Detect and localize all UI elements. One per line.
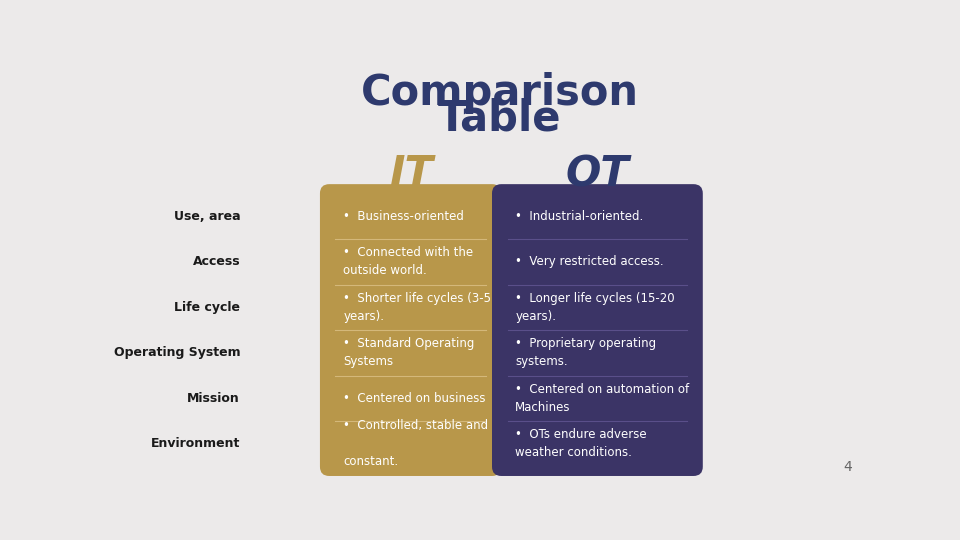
Text: Use, area: Use, area [174,210,240,222]
Text: Table: Table [438,98,562,140]
Text: OT: OT [565,153,629,195]
Text: •  Proprietary operating
systems.: • Proprietary operating systems. [516,338,657,368]
Text: Access: Access [193,255,240,268]
Text: IT: IT [389,153,433,195]
Text: Mission: Mission [187,392,240,405]
Text: •  Standard Operating
Systems: • Standard Operating Systems [344,338,474,368]
Text: Life cycle: Life cycle [174,301,240,314]
Text: •  Centered on business: • Centered on business [344,392,486,405]
Text: •  Longer life cycles (15-20
years).: • Longer life cycles (15-20 years). [516,292,675,323]
Text: Operating System: Operating System [113,346,240,359]
Text: •  Connected with the
outside world.: • Connected with the outside world. [344,246,473,277]
FancyBboxPatch shape [492,184,703,476]
Text: •  OTs endure adverse
weather conditions.: • OTs endure adverse weather conditions. [516,428,647,460]
Text: •  Shorter life cycles (3-5
years).: • Shorter life cycles (3-5 years). [344,292,492,323]
Text: •  Business-oriented: • Business-oriented [344,210,464,222]
Text: •  Controlled, stable and

constant.: • Controlled, stable and constant. [344,420,489,469]
Text: Comparison: Comparison [361,72,638,114]
Text: 4: 4 [844,461,852,475]
Text: •  Centered on automation of
Machines: • Centered on automation of Machines [516,383,689,414]
Text: •  Industrial-oriented.: • Industrial-oriented. [516,210,643,222]
FancyBboxPatch shape [320,184,501,476]
Text: •  Very restricted access.: • Very restricted access. [516,255,664,268]
Text: Environment: Environment [151,437,240,450]
